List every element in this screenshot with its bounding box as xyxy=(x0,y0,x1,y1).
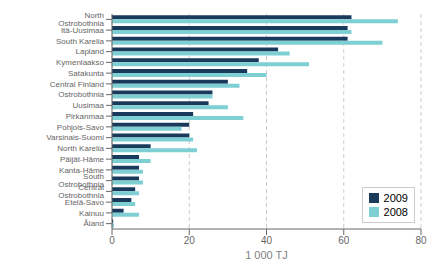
svg-text:0: 0 xyxy=(109,235,115,246)
svg-text:Ostrobothnia: Ostrobothnia xyxy=(58,90,104,99)
svg-text:Uusimaa: Uusimaa xyxy=(72,101,104,110)
svg-text:60: 60 xyxy=(338,235,350,246)
svg-text:Satakunta: Satakunta xyxy=(68,69,105,78)
svg-text:Päijät-Häme: Päijät-Häme xyxy=(60,155,105,164)
svg-text:Itä-Uusimaa: Itä-Uusimaa xyxy=(61,26,105,35)
svg-text:Pohjois-Savo: Pohjois-Savo xyxy=(57,123,105,132)
svg-text:20: 20 xyxy=(184,235,196,246)
svg-text:North Karelia: North Karelia xyxy=(57,144,104,153)
svg-text:South Karelia: South Karelia xyxy=(56,37,105,46)
svg-text:80: 80 xyxy=(415,235,427,246)
svg-text:Etelä-Savo: Etelä-Savo xyxy=(65,198,105,207)
svg-text:Kymenlaakso: Kymenlaakso xyxy=(56,58,105,67)
svg-text:Varsinais-Suomi: Varsinais-Suomi xyxy=(46,133,104,142)
svg-text:40: 40 xyxy=(261,235,273,246)
svg-text:Central Finland: Central Finland xyxy=(50,80,104,89)
svg-text:Åland: Åland xyxy=(84,219,104,228)
svg-text:1 000 TJ: 1 000 TJ xyxy=(245,249,288,261)
svg-text:Kainuu: Kainuu xyxy=(79,209,104,218)
svg-text:Lapland: Lapland xyxy=(76,47,104,56)
svg-text:Pirkanmaa: Pirkanmaa xyxy=(66,112,105,121)
